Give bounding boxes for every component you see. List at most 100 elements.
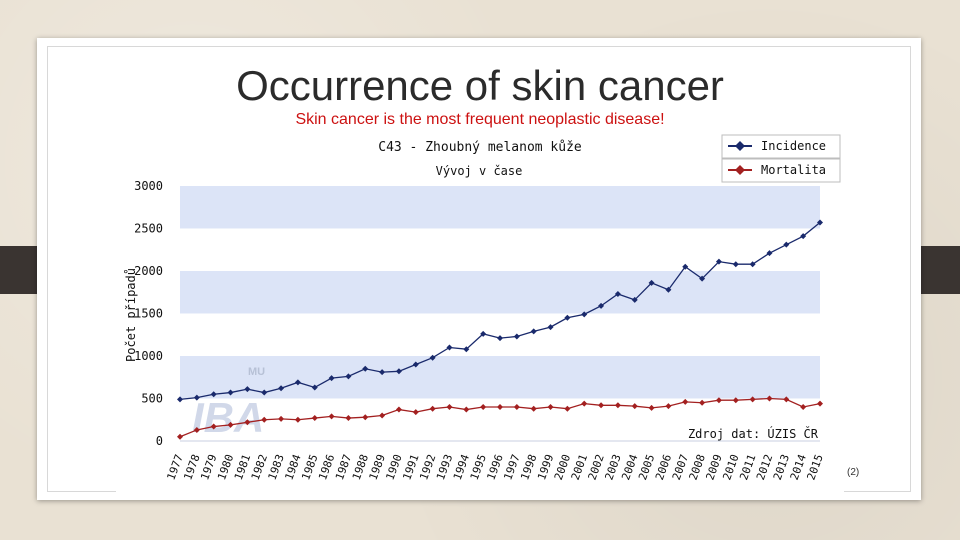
data-point-mortality bbox=[463, 406, 470, 413]
data-point-incidence bbox=[429, 354, 436, 361]
data-point-incidence bbox=[564, 314, 571, 321]
data-point-incidence bbox=[800, 233, 807, 240]
data-point-incidence bbox=[530, 328, 537, 335]
data-point-incidence bbox=[631, 296, 638, 303]
data-point-incidence bbox=[699, 275, 706, 282]
citation-label: (2) bbox=[847, 467, 860, 478]
y-tick-label: 1000 bbox=[134, 349, 163, 363]
data-point-mortality bbox=[631, 403, 638, 410]
legend-box-incidence bbox=[721, 134, 841, 159]
data-point-incidence bbox=[412, 361, 419, 368]
data-point-mortality bbox=[530, 405, 537, 412]
watermark-small-text: MU bbox=[248, 366, 265, 378]
data-point-incidence bbox=[648, 279, 655, 286]
data-point-incidence bbox=[379, 369, 386, 376]
data-point-mortality bbox=[193, 426, 200, 433]
data-point-incidence bbox=[480, 330, 487, 337]
data-point-mortality bbox=[379, 412, 386, 419]
grid-band bbox=[180, 228, 820, 271]
data-point-mortality bbox=[581, 400, 588, 407]
data-point-mortality bbox=[362, 414, 369, 421]
slide-subtitle: Skin cancer is the most frequent neoplas… bbox=[295, 111, 665, 128]
data-point-incidence bbox=[446, 344, 453, 351]
y-tick-label: 3000 bbox=[134, 179, 163, 193]
data-point-mortality bbox=[513, 404, 520, 410]
legend-label-mortality: Mortalita bbox=[761, 163, 826, 177]
legend-box-mortality bbox=[721, 158, 841, 183]
data-point-mortality bbox=[294, 416, 301, 423]
y-tick-label: 1500 bbox=[134, 307, 163, 321]
data-point-mortality bbox=[800, 404, 807, 410]
data-point-incidence bbox=[665, 286, 672, 293]
data-point-incidence bbox=[766, 250, 773, 257]
data-point-mortality bbox=[497, 404, 503, 410]
data-point-mortality bbox=[715, 397, 722, 404]
legend: Incidence Mortalita bbox=[721, 134, 841, 183]
data-point-incidence bbox=[244, 386, 251, 393]
data-point-incidence bbox=[328, 375, 335, 382]
data-point-incidence bbox=[278, 385, 285, 392]
data-point-mortality bbox=[648, 404, 655, 411]
data-point-mortality bbox=[328, 413, 335, 420]
series-layer bbox=[177, 219, 823, 440]
data-point-incidence bbox=[513, 333, 520, 340]
data-point-incidence bbox=[614, 290, 621, 297]
data-point-mortality bbox=[244, 419, 251, 426]
grid-band bbox=[180, 271, 820, 314]
y-axis-label: Počet případů bbox=[124, 268, 138, 362]
chart-subtitle: Vývoj v čase bbox=[436, 164, 523, 178]
watermark-logo: MU IBA bbox=[192, 366, 265, 441]
data-point-mortality bbox=[345, 415, 352, 422]
data-point-incidence bbox=[749, 261, 756, 268]
data-point-incidence bbox=[193, 394, 200, 401]
y-tick-labels: 0 500 1000 1500 2000 2500 3000 bbox=[134, 179, 163, 448]
chart-title: C43 - Zhoubný melanom kůže bbox=[378, 140, 582, 155]
legend-marker-incidence bbox=[735, 141, 745, 151]
data-point-incidence bbox=[210, 391, 217, 398]
data-point-mortality bbox=[429, 405, 436, 412]
y-tick-label: 2500 bbox=[134, 222, 163, 236]
y-tick-label: 500 bbox=[141, 392, 163, 406]
data-point-mortality bbox=[480, 404, 487, 410]
data-point-incidence bbox=[715, 258, 722, 265]
data-point-incidence bbox=[497, 335, 503, 342]
data-point-mortality bbox=[278, 415, 285, 422]
y-tick-label: 0 bbox=[156, 434, 163, 448]
data-point-mortality bbox=[177, 433, 183, 440]
data-point-incidence bbox=[294, 379, 301, 386]
data-point-mortality bbox=[446, 404, 453, 410]
data-point-incidence bbox=[395, 368, 402, 375]
y-tick-label: 2000 bbox=[134, 264, 163, 278]
data-point-mortality bbox=[699, 399, 706, 406]
data-point-incidence bbox=[783, 241, 790, 248]
watermark-text: IBA bbox=[192, 394, 264, 441]
grid-band bbox=[180, 356, 820, 399]
legend-label-incidence: Incidence bbox=[761, 139, 826, 153]
data-point-mortality bbox=[547, 404, 554, 410]
data-point-incidence bbox=[682, 263, 689, 270]
data-point-incidence bbox=[261, 389, 268, 396]
data-point-mortality bbox=[261, 416, 268, 423]
data-point-mortality bbox=[564, 405, 571, 412]
data-point-incidence bbox=[345, 373, 352, 380]
source-note: Zdroj dat: ÚZIS ČR bbox=[688, 426, 819, 441]
data-point-incidence bbox=[817, 219, 823, 226]
data-point-mortality bbox=[766, 395, 773, 402]
data-point-mortality bbox=[395, 406, 402, 413]
data-point-incidence bbox=[581, 311, 588, 318]
data-point-mortality bbox=[732, 397, 739, 404]
data-point-incidence bbox=[732, 261, 739, 268]
grid-bands bbox=[180, 186, 820, 442]
data-point-incidence bbox=[598, 302, 605, 309]
data-point-mortality bbox=[783, 396, 790, 403]
data-point-incidence bbox=[177, 396, 183, 403]
data-point-incidence bbox=[463, 346, 470, 353]
data-point-mortality bbox=[210, 423, 217, 430]
data-point-mortality bbox=[749, 396, 756, 403]
grid-band bbox=[180, 313, 820, 356]
data-point-mortality bbox=[665, 403, 672, 410]
data-point-incidence bbox=[311, 384, 318, 391]
data-point-incidence bbox=[547, 324, 554, 331]
data-point-mortality bbox=[682, 398, 689, 405]
